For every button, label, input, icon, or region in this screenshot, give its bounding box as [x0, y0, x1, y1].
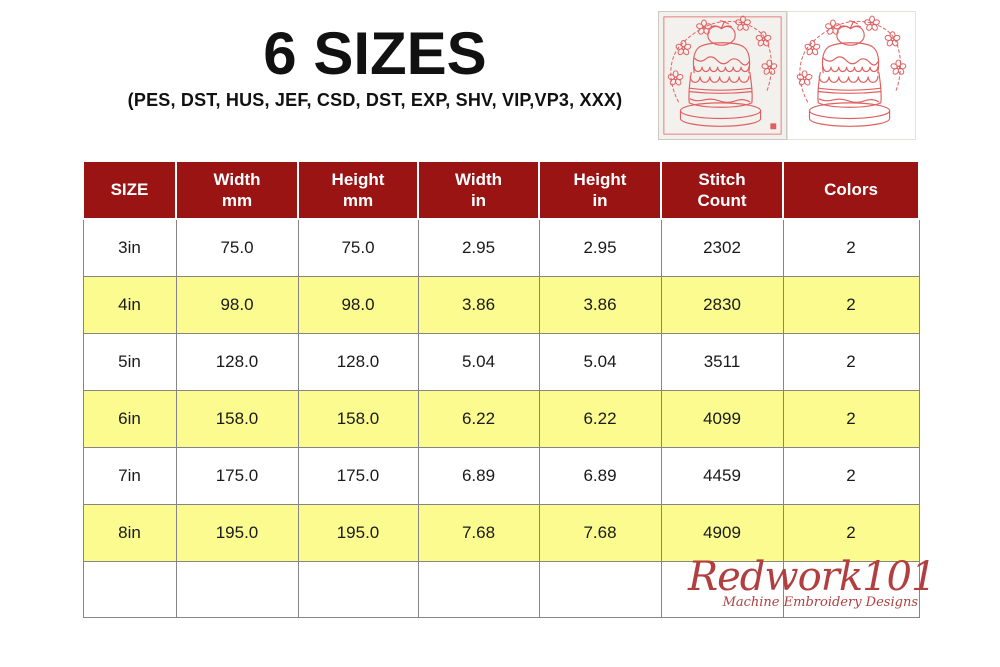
cell-stitch-count: 4099: [660, 389, 784, 448]
cell-colors: 2: [782, 389, 920, 448]
cell-colors: 2: [782, 275, 920, 334]
empty-cell: [782, 560, 920, 618]
cell-width-in: 6.89: [417, 446, 540, 505]
empty-cell: [538, 560, 662, 618]
table-row: 4in 98.0 98.0 3.86 3.86 2830 2: [82, 275, 920, 334]
cell-size: 3in: [82, 218, 177, 277]
design-previews: [658, 11, 916, 140]
cell-width-mm: 158.0: [175, 389, 299, 448]
redwork-cake-preview-icon: [787, 11, 916, 140]
cell-height-mm: 158.0: [297, 389, 419, 448]
table-row: 7in 175.0 175.0 6.89 6.89 4459 2: [82, 446, 920, 505]
table-row: 5in 128.0 128.0 5.04 5.04 3511 2: [82, 332, 920, 391]
header-width-mm: Width mm: [175, 160, 299, 220]
header-height-mm: Height mm: [297, 160, 419, 220]
table-empty-row: [82, 560, 920, 618]
table-row: 8in 195.0 195.0 7.68 7.68 4909 2: [82, 503, 920, 562]
empty-cell: [417, 560, 540, 618]
cell-width-mm: 175.0: [175, 446, 299, 505]
cell-width-in: 2.95: [417, 218, 540, 277]
header-width-in: Width in: [417, 160, 540, 220]
empty-cell: [660, 560, 784, 618]
cell-colors: 2: [782, 446, 920, 505]
cell-height-in: 7.68: [538, 503, 662, 562]
cell-size: 5in: [82, 332, 177, 391]
cell-colors: 2: [782, 332, 920, 391]
empty-cell: [175, 560, 299, 618]
cell-size: 8in: [82, 503, 177, 562]
cell-width-in: 5.04: [417, 332, 540, 391]
cell-height-in: 6.22: [538, 389, 662, 448]
cell-stitch-count: 4459: [660, 446, 784, 505]
cell-size: 6in: [82, 389, 177, 448]
cell-width-mm: 128.0: [175, 332, 299, 391]
cell-height-in: 5.04: [538, 332, 662, 391]
cell-width-mm: 98.0: [175, 275, 299, 334]
cell-size: 4in: [82, 275, 177, 334]
table-header-row: SIZE Width mm Height mm Width in Height …: [82, 160, 920, 220]
table-row: 3in 75.0 75.0 2.95 2.95 2302 2: [82, 218, 920, 277]
cell-height-in: 6.89: [538, 446, 662, 505]
redwork-cake-in-hoop-preview-icon: [658, 11, 787, 140]
cell-stitch-count: 2302: [660, 218, 784, 277]
size-table: SIZE Width mm Height mm Width in Height …: [82, 160, 920, 618]
cell-colors: 2: [782, 503, 920, 562]
format-list-subtitle: (PES, DST, HUS, JEF, CSD, DST, EXP, SHV,…: [127, 90, 623, 110]
cell-height-mm: 195.0: [297, 503, 419, 562]
cell-width-in: 7.68: [417, 503, 540, 562]
cell-size: 7in: [82, 446, 177, 505]
cell-height-mm: 128.0: [297, 332, 419, 391]
cell-stitch-count: 4909: [660, 503, 784, 562]
cell-height-mm: 98.0: [297, 275, 419, 334]
header-height-in: Height in: [538, 160, 662, 220]
cell-height-mm: 75.0: [297, 218, 419, 277]
header-size: SIZE: [82, 160, 177, 220]
header-stitch-count: Stitch Count: [660, 160, 784, 220]
cell-colors: 2: [782, 218, 920, 277]
cell-width-in: 6.22: [417, 389, 540, 448]
empty-cell: [82, 560, 177, 618]
page-title: 6 SIZES: [263, 20, 487, 87]
header-block: 6 SIZES (PES, DST, HUS, JEF, CSD, DST, E…: [0, 22, 750, 111]
table-row: 6in 158.0 158.0 6.22 6.22 4099 2: [82, 389, 920, 448]
cell-stitch-count: 3511: [660, 332, 784, 391]
header-colors: Colors: [782, 160, 920, 220]
cell-width-mm: 75.0: [175, 218, 299, 277]
cell-width-mm: 195.0: [175, 503, 299, 562]
cell-height-in: 3.86: [538, 275, 662, 334]
cell-width-in: 3.86: [417, 275, 540, 334]
cell-stitch-count: 2830: [660, 275, 784, 334]
empty-cell: [297, 560, 419, 618]
cell-height-in: 2.95: [538, 218, 662, 277]
cell-height-mm: 175.0: [297, 446, 419, 505]
